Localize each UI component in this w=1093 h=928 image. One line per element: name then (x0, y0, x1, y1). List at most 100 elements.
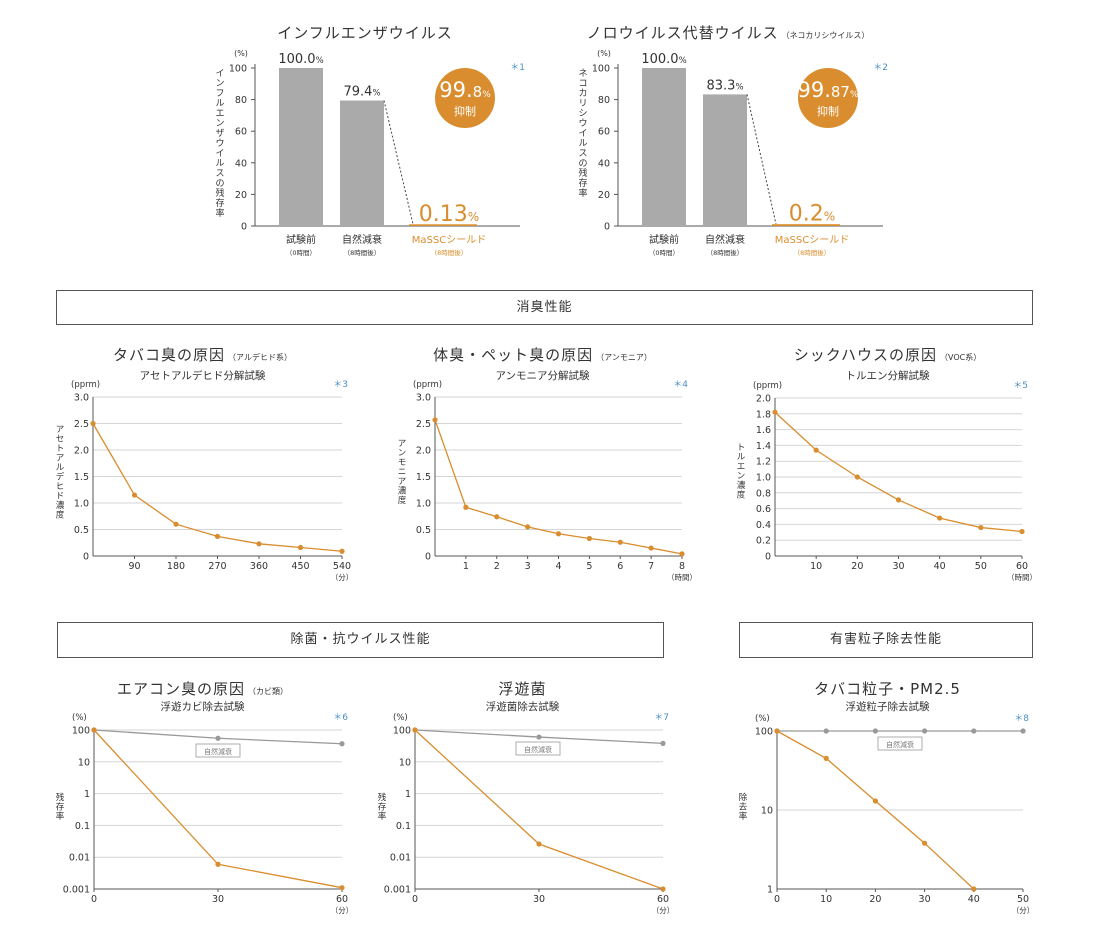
y-tick-label: 0.5 (416, 525, 431, 536)
y-tick-label: 0.2 (756, 536, 771, 547)
y-tick-label: 2.0 (416, 446, 431, 457)
x-tick-label: 5 (586, 561, 592, 572)
y-tick-label: 3.0 (416, 393, 431, 404)
y-tick-label: 0.001 (63, 885, 90, 896)
y-tick-label: 1 (84, 789, 90, 800)
bar-before (642, 68, 686, 226)
y-tick-label: 60 (235, 127, 247, 138)
y-tick-label: 0.1 (396, 821, 411, 832)
suppression-badge (798, 68, 858, 128)
massc-data-point (412, 727, 418, 733)
x-tick-label: 40 (934, 561, 946, 572)
toluene-chart-panel: シックハウスの原因 （VOC系） トルエン分解試験 (pprm) ＊5 0 0.2 0.4… (725, 344, 1050, 594)
y-tick-label: 2.5 (416, 419, 431, 430)
chart-title: タバコ粒子・PM2.5 (814, 680, 961, 698)
massc-data-point (971, 886, 977, 892)
massc-data-point (432, 417, 438, 423)
chart-title-note: （カビ類） (248, 687, 288, 696)
suppression-value: 99.87% (797, 78, 859, 102)
y-tick-label: 100 (72, 726, 90, 737)
y-tick-label: 1.2 (756, 457, 771, 468)
y-tick-label: 0 (765, 552, 771, 563)
massc-data-point (555, 531, 562, 537)
y-tick-label: 100 (229, 64, 247, 75)
norovirus-bar-chart: (%) 0 20 40 60 80 100 ネコカリシウイルスの残存率 100.0% 試験前 （0時… (578, 49, 888, 257)
category-label: 試験前 (286, 233, 316, 246)
massc-data-point (660, 886, 666, 892)
mold-chart-panel: エアコン臭の原因 （カビ類） 浮遊カビ除去試験 (%) ＊6 0.001 0.01 0.1… (40, 678, 365, 928)
chart-title: エアコン臭の原因 （カビ類） (116, 680, 288, 698)
bar-natural (703, 94, 747, 226)
natural-data-point (339, 741, 345, 747)
x-tick-label: 7 (648, 561, 654, 572)
massc-data-point (1019, 528, 1025, 535)
y-axis-label: ネコカリシウイルスの残存率 (578, 68, 587, 199)
natural-data-point (823, 728, 829, 734)
natural-decay-label-box (195, 743, 241, 758)
x-tick-label: 450 (291, 561, 309, 572)
massc-data-point (91, 727, 97, 733)
y-tick-label: 10 (761, 806, 773, 817)
y-unit-label: (%) (755, 714, 770, 724)
y-axis-label: 残存率 (378, 792, 387, 822)
natural-decay-label-box (877, 736, 923, 751)
y-tick-label: 10 (399, 757, 411, 768)
x-tick-label: 0 (91, 894, 97, 905)
suppression-label: 抑制 (454, 104, 476, 118)
massc-data-point (297, 544, 304, 551)
bar-value-label: 79.4% (343, 85, 380, 100)
x-tick-label: 10 (820, 894, 832, 905)
y-tick-label: 1.0 (74, 499, 89, 510)
x-tick-label: 60 (1016, 561, 1028, 572)
pm25-chart-panel: タバコ粒子・PM2.5 浮遊粒子除去試験 (%) ＊8 1 10 100 0 10 20 30 4… (725, 678, 1050, 928)
category-label: 試験前 (649, 233, 679, 246)
footnote-marker: ＊2 (873, 63, 888, 73)
influenza-chart-panel: インフルエンザウイルス (%) 0 20 40 60 80 100 インフルエンザウイルスの残… (200, 18, 530, 268)
x-tick-label: 30 (212, 894, 224, 905)
natural-data-point (215, 735, 221, 741)
y-axis-label: インフルエンザウイルスの残存率 (215, 69, 224, 219)
chart-title: タバコ臭の原因 （アルデヒド系） (113, 346, 292, 364)
massc-data-point (854, 474, 860, 480)
natural-data-point (922, 728, 928, 734)
y-tick-label: 100 (592, 64, 610, 75)
y-tick-label: 20 (598, 190, 610, 201)
y-tick-label: 0.001 (384, 885, 411, 896)
massc-data-point (774, 728, 780, 734)
y-unit-label: (pprm) (413, 380, 442, 390)
chart-title-note: （アルデヒド系） (228, 353, 292, 362)
y-tick-label: 40 (235, 158, 247, 169)
category-label: MaSSCシールド (775, 235, 849, 246)
massc-data-point (173, 521, 179, 527)
x-tick-label: 30 (919, 894, 931, 905)
x-unit-label: （分） (1012, 906, 1035, 915)
y-axis-label: トルエン濃度 (737, 443, 746, 501)
y-tick-label: 1.4 (756, 441, 771, 452)
mold-log-chart: (%) ＊6 0.001 0.01 0.1 1 10 100 0 30 60（分） 残存率 自然減衰 (56, 713, 354, 915)
massc-series-line (774, 411, 1023, 533)
y-unit-label: (pprm) (753, 381, 782, 391)
section-header-particle: 有害粒子除去性能 (739, 622, 1033, 658)
y-tick-label: 0.4 (756, 520, 771, 531)
tobacco-chart-panel: タバコ臭の原因 （アルデヒド系） アセトアルデヒド分解試験 (pprm) ＊3 0 0.… (40, 344, 365, 594)
y-tick-label: 2.0 (74, 446, 89, 457)
x-tick-label: 20 (869, 894, 881, 905)
massc-data-point (131, 492, 138, 498)
influenza-bar-chart: (%) 0 20 40 60 80 100 インフルエンザウイルスの残存率 100.0% 試験前 （… (215, 49, 525, 257)
category-sub-label: （0時間） (649, 249, 679, 257)
y-unit-label: (%) (72, 713, 87, 723)
natural-data-point (971, 728, 977, 734)
bar-value-label: 83.3% (706, 78, 743, 93)
massc-data-point (648, 545, 654, 551)
category-sub-label: （8時間後） (344, 248, 381, 257)
x-tick-label: 40 (968, 894, 980, 905)
massc-data-point (339, 885, 345, 891)
massc-data-point (895, 497, 902, 503)
massc-data-point (937, 515, 943, 521)
y-tick-label: 20 (235, 190, 247, 201)
massc-data-point (617, 539, 623, 545)
y-unit-label: (%) (597, 49, 611, 58)
toluene-line-chart: (pprm) ＊5 0 0.2 0.4 0.6 0.8 1.0 1.2 1.4 1.6 1.8 2.0 1… (737, 381, 1037, 582)
chart-title: 浮遊菌 (498, 680, 547, 698)
